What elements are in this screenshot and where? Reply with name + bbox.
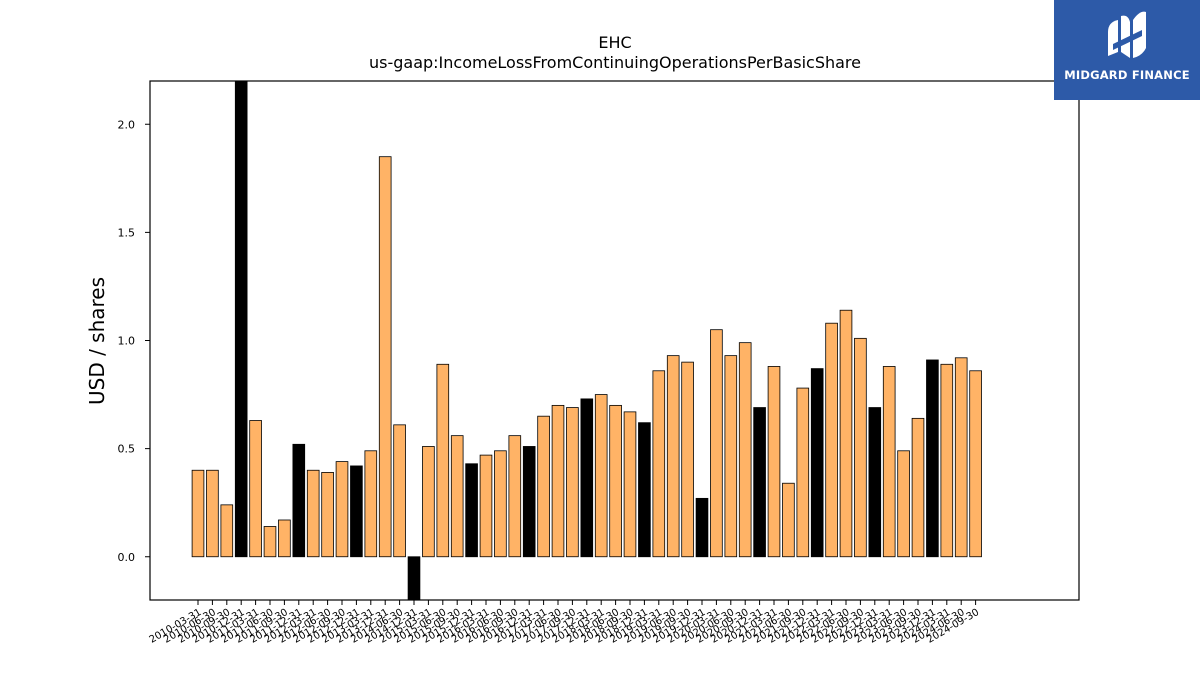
bar-2019-09-30	[681, 361, 694, 558]
bar-2011-03-31	[249, 420, 262, 558]
bar-series	[191, 81, 982, 600]
bar-2016-09-30	[508, 435, 522, 558]
x-axis-ticks: 2010-03-312010-06-302010-09-302010-12-31…	[148, 600, 981, 646]
bar-2010-06-30	[206, 469, 219, 558]
bar-2010-03-31	[191, 469, 205, 558]
bar-2024-06-30	[954, 357, 968, 558]
bar-2018-03-31	[594, 394, 608, 558]
bar-2012-09-30	[335, 461, 349, 558]
chart-subtitle: us-gaap:IncomeLossFromContinuingOperatio…	[369, 53, 861, 72]
bar-2022-09-30	[854, 337, 867, 558]
bar-2016-06-30	[494, 450, 507, 558]
bar-2020-12-31	[753, 407, 766, 558]
bar-2019-12-31	[695, 497, 709, 558]
bar-2021-12-31	[810, 368, 824, 558]
bar-2019-06-30	[666, 355, 680, 558]
bar-2010-12-31	[234, 81, 248, 558]
bar-2014-06-30	[393, 424, 406, 558]
y-axis-label: USD / shares	[85, 277, 109, 405]
bar-2021-09-30	[796, 387, 810, 558]
bar-2023-06-30	[897, 450, 910, 558]
bar-2012-12-31	[350, 465, 363, 558]
y-tick-label: 1.5	[118, 226, 136, 239]
bar-2014-12-31	[407, 556, 421, 600]
bar-2018-09-30	[623, 411, 637, 558]
bar-2017-12-31	[580, 398, 594, 558]
bar-2010-09-30	[220, 504, 234, 558]
bar-2011-12-31	[292, 443, 306, 558]
bar-2012-06-30	[321, 472, 334, 558]
bar-2023-09-30	[911, 417, 925, 558]
bar-2017-06-30	[551, 404, 565, 558]
bar-2017-09-30	[566, 407, 579, 558]
y-tick-label: 0.0	[118, 551, 136, 564]
bar-2022-12-31	[868, 407, 882, 558]
bar-2020-09-30	[738, 342, 752, 558]
plot-frame	[149, 80, 1080, 601]
bar-2018-12-31	[638, 422, 651, 558]
midgard-logo-icon	[1108, 11, 1146, 59]
bar-2019-03-31	[652, 370, 666, 558]
bar-2015-12-31	[465, 463, 478, 558]
bar-2022-06-30	[839, 309, 853, 558]
bar-2021-06-30	[782, 482, 795, 558]
bar-2021-03-31	[767, 366, 781, 558]
bar-2023-12-31	[926, 359, 939, 558]
bar-2017-03-31	[537, 415, 550, 558]
bar-2011-09-30	[278, 519, 291, 558]
bar-2023-03-31	[882, 366, 896, 558]
bar-2011-06-30	[263, 526, 277, 558]
bar-2024-09-30	[969, 370, 982, 558]
bar-2015-06-30	[436, 363, 450, 558]
bar-2016-03-31	[479, 454, 493, 558]
y-tick-label: 0.5	[118, 443, 136, 456]
midgard-finance-logo: MIDGARD FINANCE	[1054, 0, 1200, 100]
bar-2013-03-31	[364, 450, 378, 558]
y-tick-label: 2.0	[118, 118, 136, 131]
bar-2015-03-31	[422, 446, 435, 558]
bar-2020-06-30	[724, 355, 738, 558]
bar-2018-06-30	[609, 404, 622, 558]
bar-2012-03-31	[306, 469, 320, 558]
bar-2024-03-31	[940, 363, 954, 558]
y-axis-ticks: 0.0 0.5 1.0 1.5 2.0	[118, 118, 150, 564]
bar-2022-03-31	[825, 322, 838, 558]
bar-2020-03-31	[710, 329, 723, 558]
bar-2013-12-31	[378, 156, 392, 558]
chart-title: EHC	[598, 33, 631, 52]
y-tick-label: 1.0	[118, 335, 136, 348]
logo-text: MIDGARD FINANCE	[1064, 68, 1190, 82]
bar-2015-09-30	[450, 435, 464, 558]
bar-2016-12-31	[522, 446, 536, 558]
